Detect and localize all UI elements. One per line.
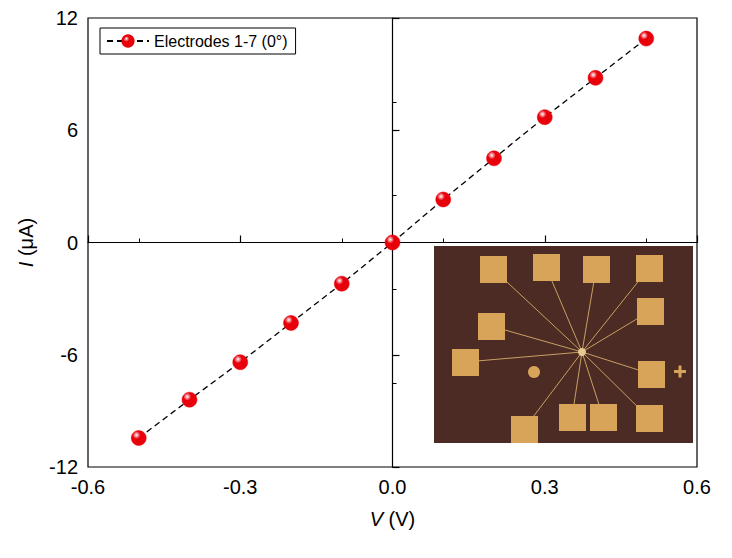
svg-text:I: I — [15, 261, 37, 268]
svg-text:12: 12 — [56, 7, 78, 29]
svg-text:0.3: 0.3 — [531, 476, 559, 498]
svg-text:0.6: 0.6 — [683, 476, 711, 498]
svg-text:-0.3: -0.3 — [223, 476, 257, 498]
svg-text:6: 6 — [67, 119, 78, 141]
svg-text:-12: -12 — [49, 456, 78, 478]
svg-text:0: 0 — [67, 232, 78, 254]
svg-text:0.0: 0.0 — [379, 476, 407, 498]
svg-text:Electrodes 1-7 (0°): Electrodes 1-7 (0°) — [154, 33, 288, 50]
svg-text:(μA): (μA) — [15, 218, 37, 262]
svg-text:-6: -6 — [60, 344, 78, 366]
svg-text:-0.6: -0.6 — [71, 476, 105, 498]
svg-text:V: V — [369, 508, 384, 530]
svg-text:(V): (V) — [383, 508, 415, 530]
